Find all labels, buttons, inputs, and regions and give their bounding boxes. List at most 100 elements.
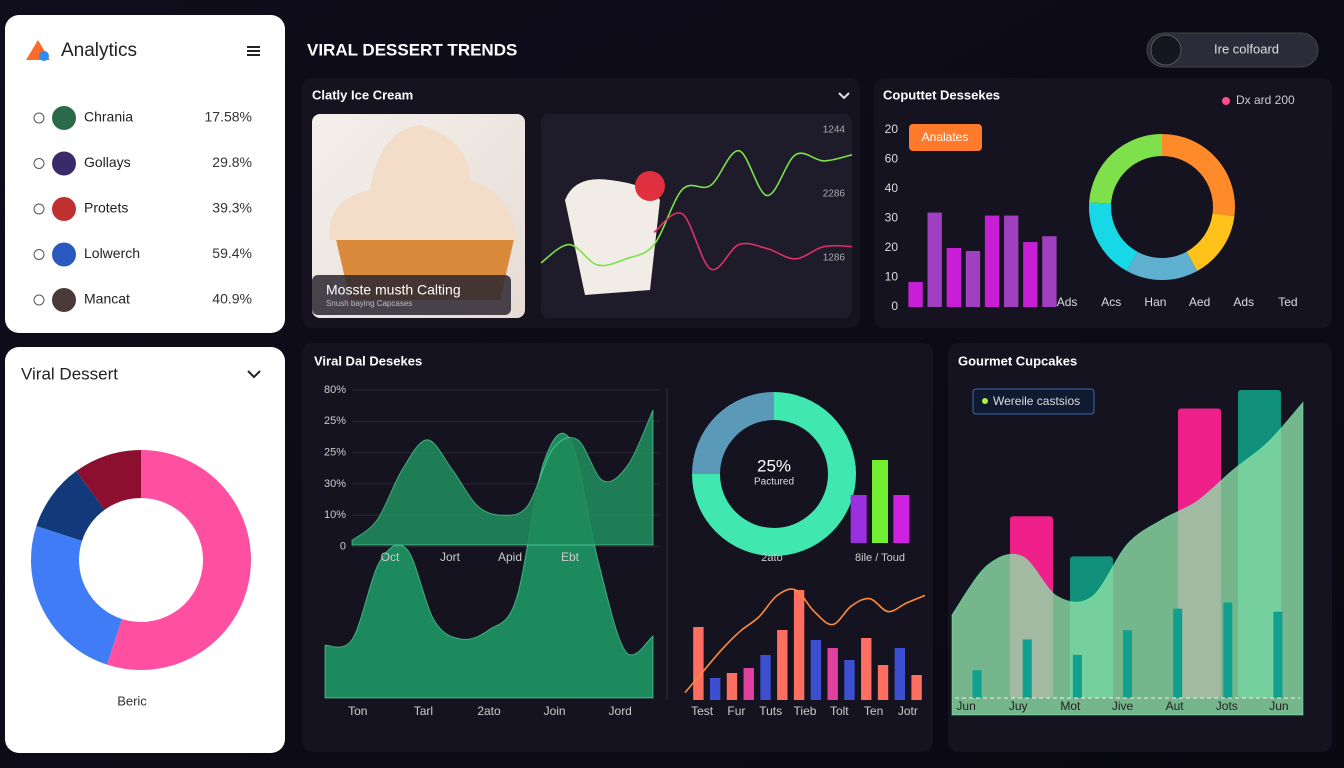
label: 59.4% — [212, 245, 252, 261]
bar — [965, 250, 981, 307]
chevron[interactable] — [247, 370, 261, 379]
badge-label: Analates — [922, 130, 969, 144]
panel-title: Coputtet Dessekes — [883, 87, 1000, 102]
label: 0 — [340, 540, 346, 552]
ice-cream-cup — [565, 179, 660, 295]
label: Ted — [1278, 295, 1297, 309]
label: Mot — [1060, 699, 1081, 713]
panel-title: Gourmet Cupcakes — [958, 353, 1077, 368]
label: 30 — [885, 211, 899, 225]
label: 30% — [324, 478, 346, 490]
bar — [984, 215, 1000, 307]
label: Jord — [609, 704, 632, 718]
badge-dot — [982, 398, 988, 404]
line — [684, 588, 926, 694]
label: 1244 — [823, 125, 846, 136]
label: 25% — [324, 447, 346, 459]
avatar — [52, 197, 76, 221]
top-button[interactable] — [1146, 32, 1319, 68]
label: Jots — [1216, 699, 1238, 713]
menu-icon[interactable] — [247, 46, 260, 56]
area — [951, 400, 1304, 716]
sidebar-card — [5, 15, 285, 333]
donut-segment — [31, 526, 123, 665]
label: Chrania — [84, 109, 133, 125]
bar — [872, 460, 888, 543]
label: 40 — [885, 181, 899, 195]
avatar — [52, 106, 76, 130]
label: 2286 — [823, 189, 846, 200]
label: Apid — [498, 550, 522, 564]
bar — [810, 640, 822, 700]
donut-segment — [1089, 134, 1163, 205]
label: Gollays — [84, 154, 131, 170]
label: Test — [691, 704, 714, 718]
radio — [33, 203, 45, 215]
label: 2ato — [761, 552, 782, 564]
donut-segment — [1161, 134, 1235, 217]
bar — [1173, 608, 1183, 698]
radio — [33, 112, 45, 124]
bar — [693, 627, 704, 700]
bar — [827, 648, 838, 700]
label: Ten — [864, 704, 883, 718]
button-icon — [1150, 34, 1182, 66]
radio — [33, 249, 45, 260]
label: Tarl — [414, 704, 433, 718]
label: Mancat — [84, 291, 130, 307]
avatar — [52, 288, 76, 312]
label: Lolwerch — [84, 245, 140, 261]
label: 8ile / Toud — [855, 552, 905, 564]
caption: Mosste musth Calting — [326, 282, 461, 298]
bar — [760, 655, 771, 700]
bar — [1042, 236, 1057, 307]
logo-dot — [39, 51, 49, 61]
label: Acs — [1101, 295, 1121, 309]
bar — [777, 630, 788, 700]
line — [653, 212, 853, 271]
donut-segment — [76, 450, 143, 511]
bar — [1223, 602, 1233, 698]
avatar — [52, 151, 76, 176]
label: Han — [1144, 295, 1166, 309]
donut-segment — [1186, 212, 1235, 271]
label: 0 — [891, 299, 898, 313]
bar — [1273, 611, 1283, 698]
donut-segment — [36, 471, 106, 542]
label: 2ato — [477, 704, 501, 718]
label: 29.8% — [212, 154, 252, 170]
label: Ebt — [561, 550, 580, 564]
bar — [1072, 654, 1082, 698]
bar — [861, 638, 872, 700]
donut-segment — [1089, 202, 1138, 271]
label: Fur — [727, 704, 745, 718]
bar — [972, 670, 982, 698]
panel-title: Viral Dal Desekes — [314, 353, 422, 368]
label: Jotr — [898, 704, 918, 718]
dessert-card — [5, 347, 285, 753]
donut-segment — [107, 450, 251, 670]
label: 10 — [885, 270, 899, 284]
area — [351, 409, 654, 546]
bar — [709, 678, 721, 700]
avatar — [52, 242, 76, 267]
label: Jive — [1112, 699, 1134, 713]
strawberry — [635, 171, 665, 201]
donut-segment — [692, 392, 775, 475]
label: Jun — [1269, 699, 1288, 713]
bar — [850, 495, 867, 543]
bar — [911, 675, 922, 700]
label: Juy — [1009, 699, 1028, 713]
panel-title: Clatly Ice Cream — [312, 87, 413, 102]
label: 80% — [324, 384, 346, 396]
page-title: VIRAL DESSERT TRENDS — [307, 40, 517, 59]
chevron[interactable] — [838, 92, 850, 100]
label: 17.58% — [205, 109, 252, 125]
donut-sublabel: Pactured — [754, 477, 794, 488]
label: 20 — [885, 240, 899, 254]
label: Join — [544, 704, 566, 718]
caption-box — [312, 275, 511, 315]
bar — [1023, 242, 1038, 307]
label: 40.9% — [212, 291, 252, 307]
